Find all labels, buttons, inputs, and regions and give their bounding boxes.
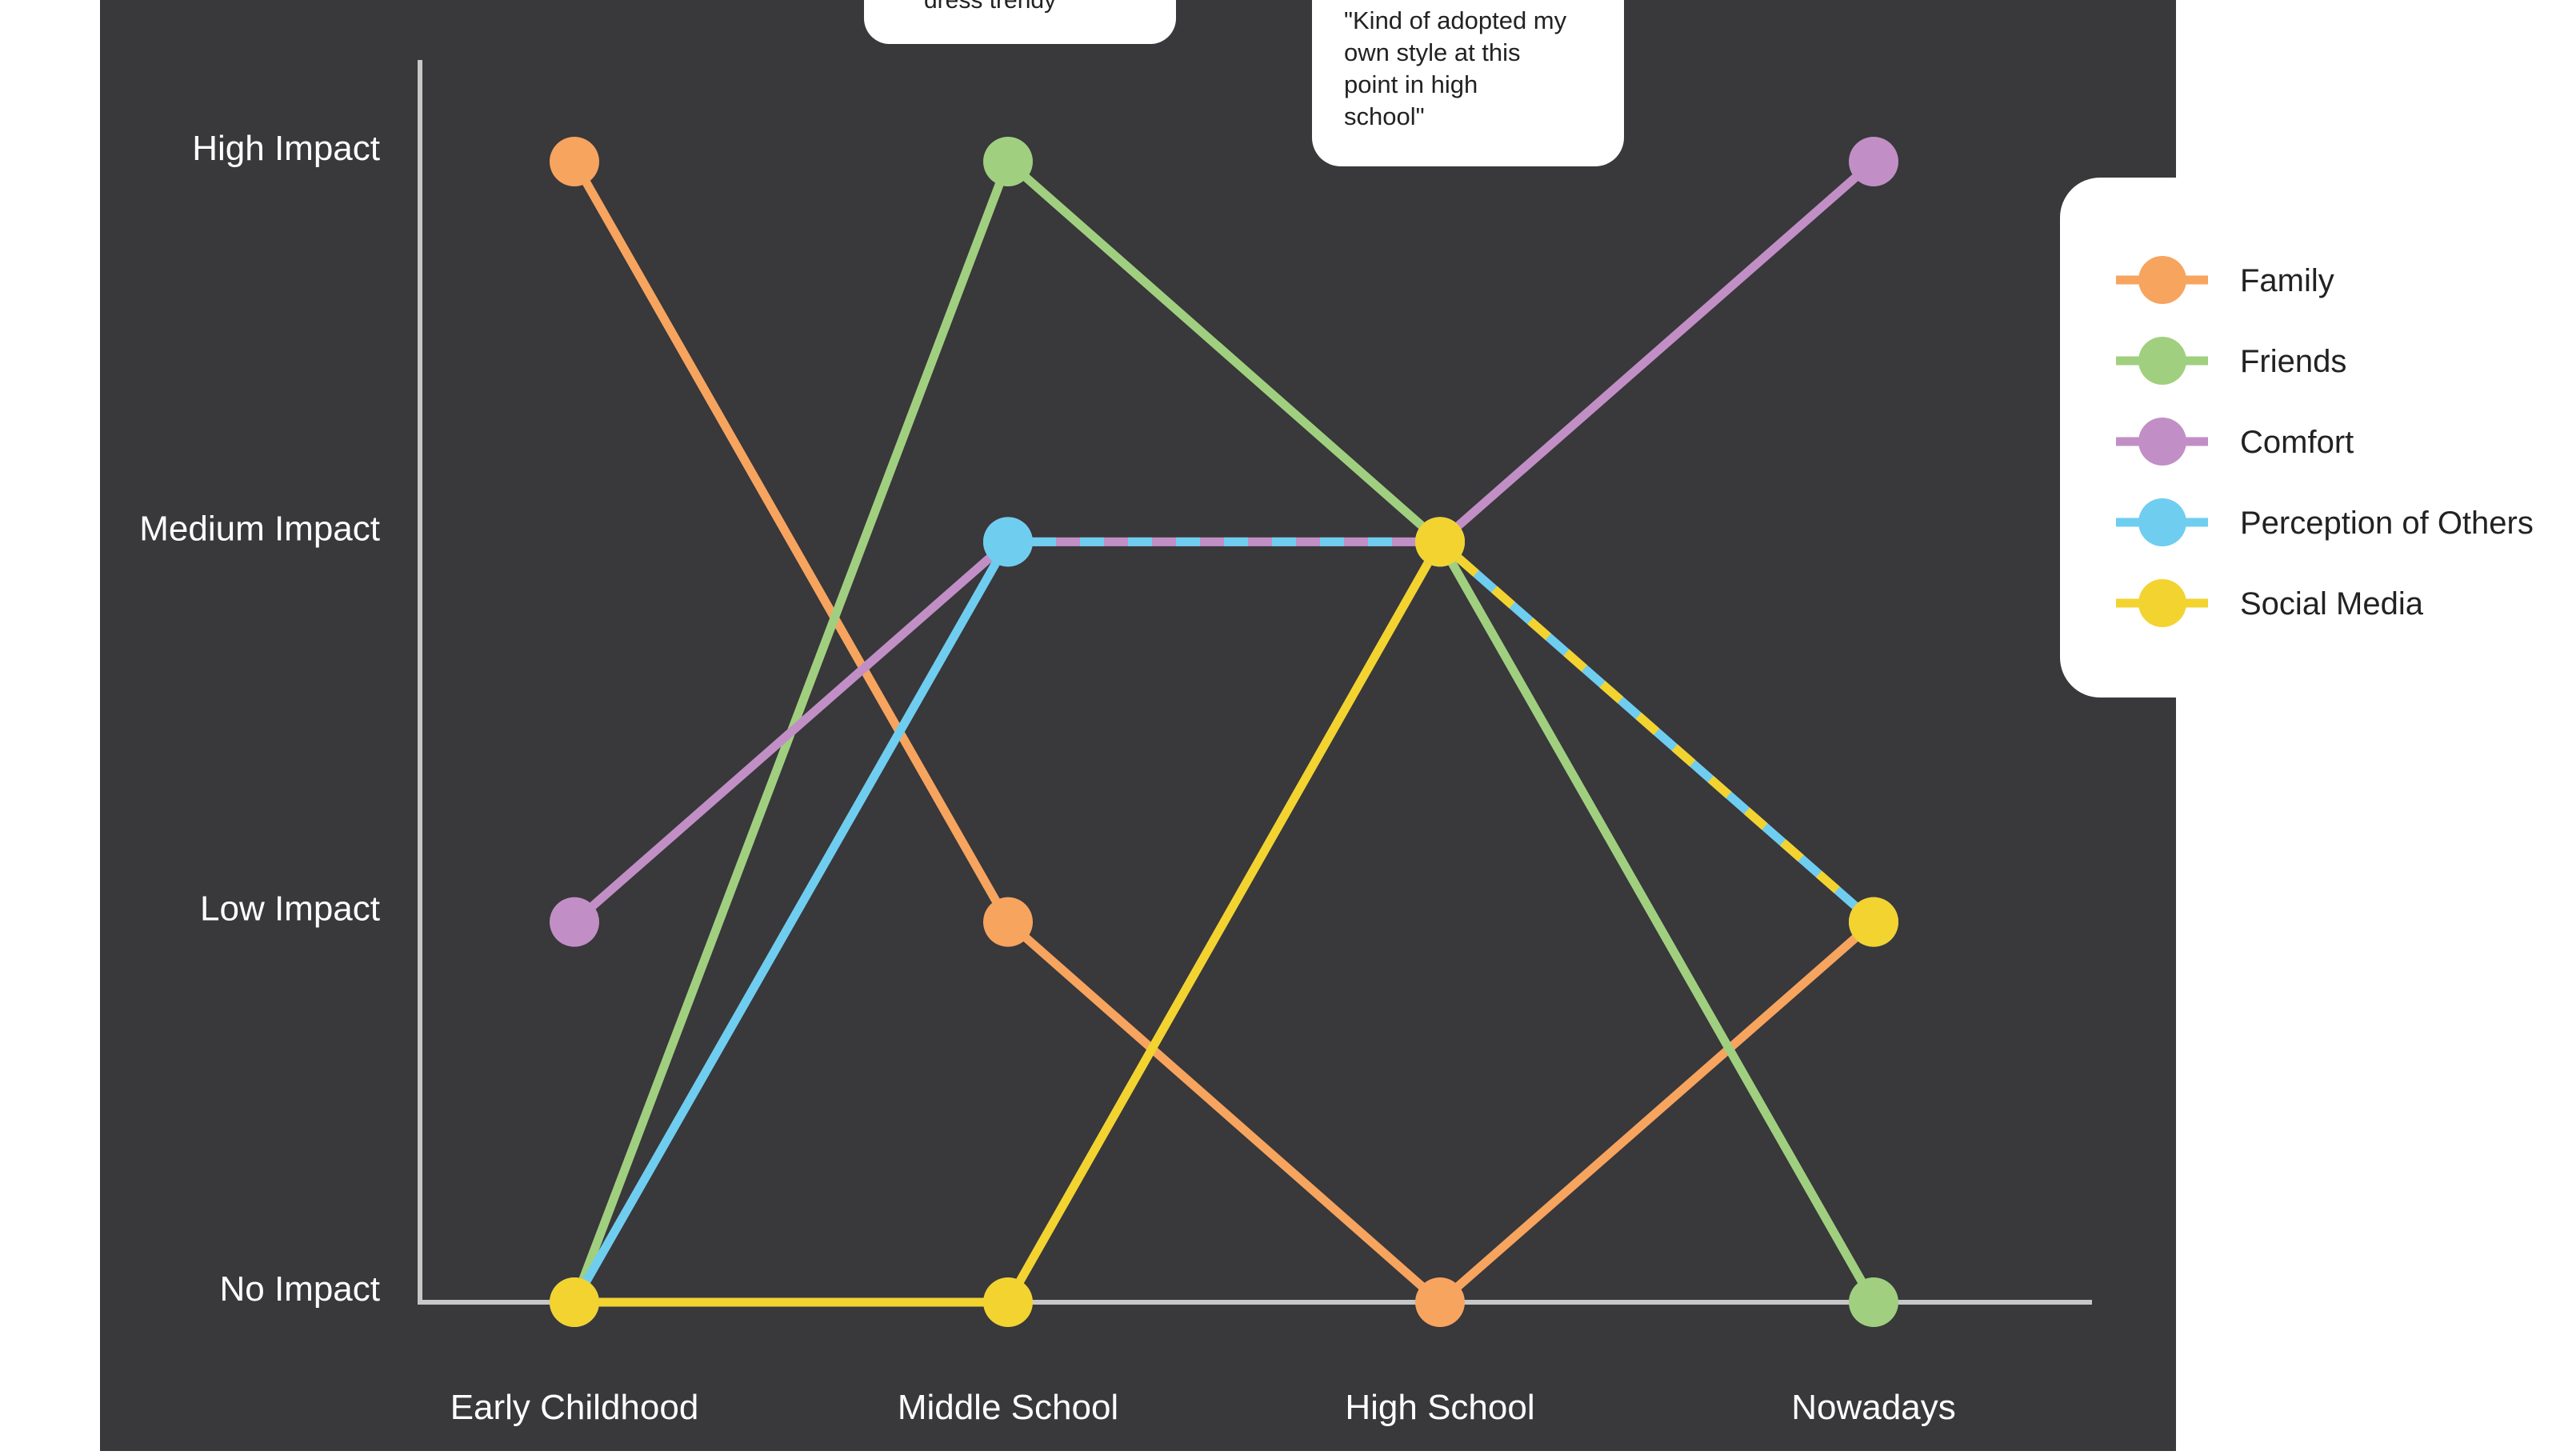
y-tick-labels: No Impact Low Impact Medium Impact High Imp… — [139, 129, 380, 1309]
legend-marker-perception-of-others — [2138, 498, 2186, 546]
series-lines — [570, 157, 1878, 1307]
annotation-callouts: dress trendy "Kind of adopted my own style… — [864, 0, 1624, 166]
callout-box-2 — [1312, 0, 1624, 166]
line-segment-family-1 — [1003, 917, 1445, 1307]
series-points — [550, 137, 1898, 1327]
chart-panel-background — [100, 0, 2176, 1451]
callout-text-2-line-4: school" — [1344, 102, 1425, 130]
point-friends-nowadays — [1849, 1277, 1898, 1327]
legend-marker-comfort — [2138, 418, 2186, 466]
point-perception-of-others-middle-school — [983, 517, 1033, 567]
line-segment-perception-of-others-2 — [1437, 538, 1877, 925]
callout-text-1: dress trendy — [924, 0, 1056, 14]
legend-label-comfort: Comfort — [2240, 425, 2354, 460]
legend-label-perception-of-others: Perception of Others — [2240, 506, 2534, 541]
x-tick-label-middle-school: Middle School — [898, 1388, 1118, 1427]
legend-label-friends: Friends — [2240, 344, 2346, 379]
legend: Family Friends Comfort Perception of Others… — [2060, 178, 2576, 698]
line-segment-family-2 — [1435, 917, 1878, 1307]
point-social-media-early-childhood — [550, 1277, 599, 1327]
callout-text-2-line-2: own style at this — [1344, 38, 1521, 66]
legend-marker-family — [2138, 256, 2186, 304]
point-social-media-nowadays — [1849, 897, 1898, 947]
point-comfort-early-childhood — [550, 897, 599, 947]
line-segment-perception-of-others-0 — [570, 537, 1013, 1307]
y-tick-label-medium-impact: Medium Impact — [139, 509, 380, 548]
line-segment-social-media-1 — [1003, 537, 1445, 1307]
point-comfort-nowadays — [1849, 137, 1898, 186]
y-tick-label-high-impact: High Impact — [192, 129, 380, 168]
legend-label-social-media: Social Media — [2240, 586, 2424, 622]
x-tick-label-early-childhood: Early Childhood — [450, 1388, 699, 1427]
point-friends-middle-school — [983, 137, 1033, 186]
y-tick-label-low-impact: Low Impact — [200, 889, 380, 929]
callout-text-2-line-3: point in high — [1344, 70, 1478, 98]
legend-marker-social-media — [2138, 579, 2186, 627]
line-segment-family-0 — [570, 157, 1013, 927]
line-segment-friends-2 — [1435, 537, 1878, 1307]
x-tick-label-high-school: High School — [1345, 1388, 1534, 1427]
legend-marker-friends — [2138, 337, 2186, 385]
line-segment-friends-1 — [1003, 157, 1445, 546]
point-family-early-childhood — [550, 137, 599, 186]
x-tick-label-nowadays: Nowadays — [1791, 1388, 1955, 1427]
point-social-media-high-school — [1415, 517, 1465, 567]
line-segment-comfort-0 — [570, 537, 1013, 927]
point-family-high-school — [1415, 1277, 1465, 1327]
callout-text-2-line-1: "Kind of adopted my — [1344, 6, 1567, 34]
point-social-media-middle-school — [983, 1277, 1033, 1327]
callout-box-1 — [864, 0, 1176, 44]
line-segment-comfort-2 — [1435, 157, 1878, 546]
y-tick-label-no-impact: No Impact — [219, 1269, 380, 1309]
legend-box — [2060, 178, 2576, 698]
x-tick-labels: Early Childhood Middle School High School N… — [450, 1388, 1956, 1427]
callout-text-2: "Kind of adopted my own style at this poin… — [1344, 6, 1567, 130]
legend-label-family: Family — [2240, 263, 2334, 298]
point-family-middle-school — [983, 897, 1033, 947]
